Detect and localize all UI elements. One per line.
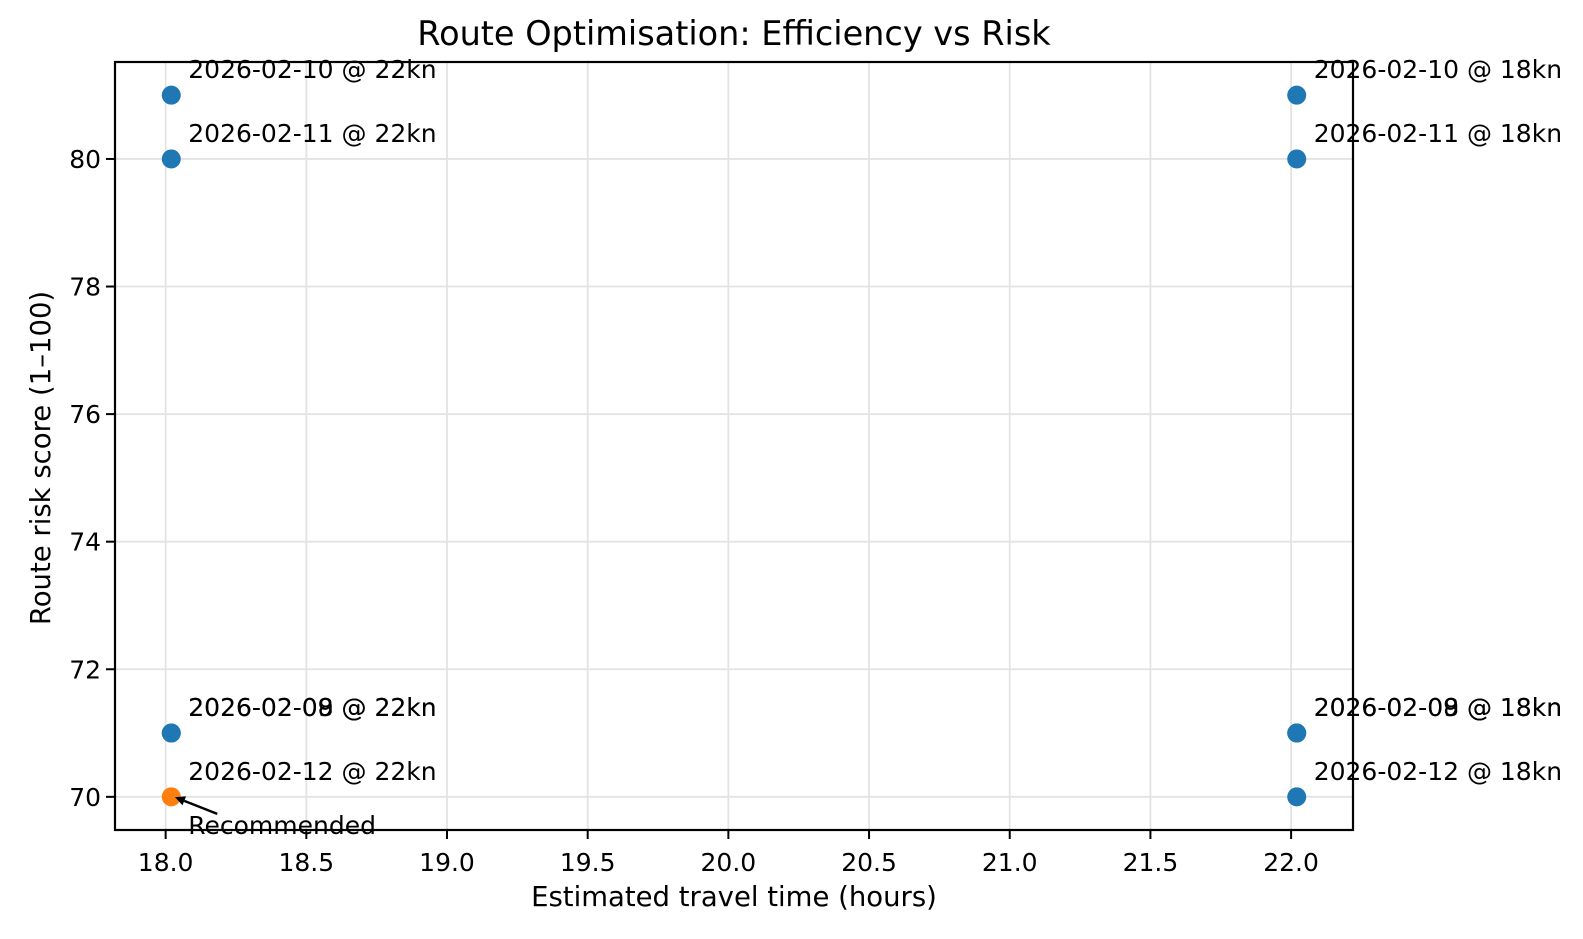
annotation-arrow-head: [174, 796, 187, 806]
recommended-annotation: Recommended: [188, 811, 376, 840]
data-point-label: 2026-02-12 @ 18kn: [1314, 757, 1562, 786]
y-tick-label: 72: [69, 655, 101, 684]
data-point-label: 2026-02-09 @ 22kn: [188, 693, 436, 722]
data-point-label: 2026-02-09 @ 18kn: [1314, 693, 1562, 722]
plot-area: 18.0 18.5 19.0 19.5 20.0 20.5 21.0 21.5 22.0 70 72…: [69, 55, 1562, 877]
data-point: [1287, 723, 1307, 743]
y-axis-label: Route risk score (1–100): [25, 291, 57, 625]
data-point: [161, 85, 181, 105]
data-point: [161, 723, 181, 743]
data-point: [1287, 149, 1307, 169]
annotation-arrow-line: [183, 799, 218, 815]
y-tick-label: 80: [69, 145, 101, 174]
x-tick-label: 19.0: [419, 848, 475, 877]
x-axis-label: Estimated travel time (hours): [531, 881, 937, 913]
data-point: [1287, 85, 1307, 105]
x-tick-label: 22.0: [1263, 848, 1319, 877]
x-tick-label: 21.0: [982, 848, 1038, 877]
data-point-label: 2026-02-08 @ 18kn: [1314, 693, 1562, 722]
x-tick-label: 18.0: [138, 848, 194, 877]
x-tick-label: 19.5: [560, 848, 616, 877]
data-point-label: 2026-02-12 @ 22kn: [188, 757, 436, 786]
x-tick-label: 18.5: [278, 848, 334, 877]
x-tick-label: 20.5: [841, 848, 897, 877]
data-point-label: 2026-02-11 @ 22kn: [188, 119, 436, 148]
data-point: [1287, 787, 1307, 807]
recommended-data-point: [161, 787, 181, 807]
data-point-label: 2026-02-08 @ 22kn: [188, 693, 436, 722]
x-tick-label: 21.5: [1123, 848, 1179, 877]
data-point-label: 2026-02-11 @ 18kn: [1314, 119, 1562, 148]
y-tick-label: 78: [69, 273, 101, 302]
chart-title: Route Optimisation: Efficiency vs Risk: [417, 14, 1051, 53]
data-point: [161, 149, 181, 169]
plot-frame: [113, 60, 1355, 832]
x-tick-label: 20.0: [701, 848, 757, 877]
data-point-label: 2026-02-10 @ 18kn: [1314, 55, 1562, 84]
y-tick-label: 76: [69, 400, 101, 429]
data-point-label: 2026-02-10 @ 22kn: [188, 55, 436, 84]
y-tick-label: 74: [69, 528, 101, 557]
y-tick-label: 70: [69, 783, 101, 812]
